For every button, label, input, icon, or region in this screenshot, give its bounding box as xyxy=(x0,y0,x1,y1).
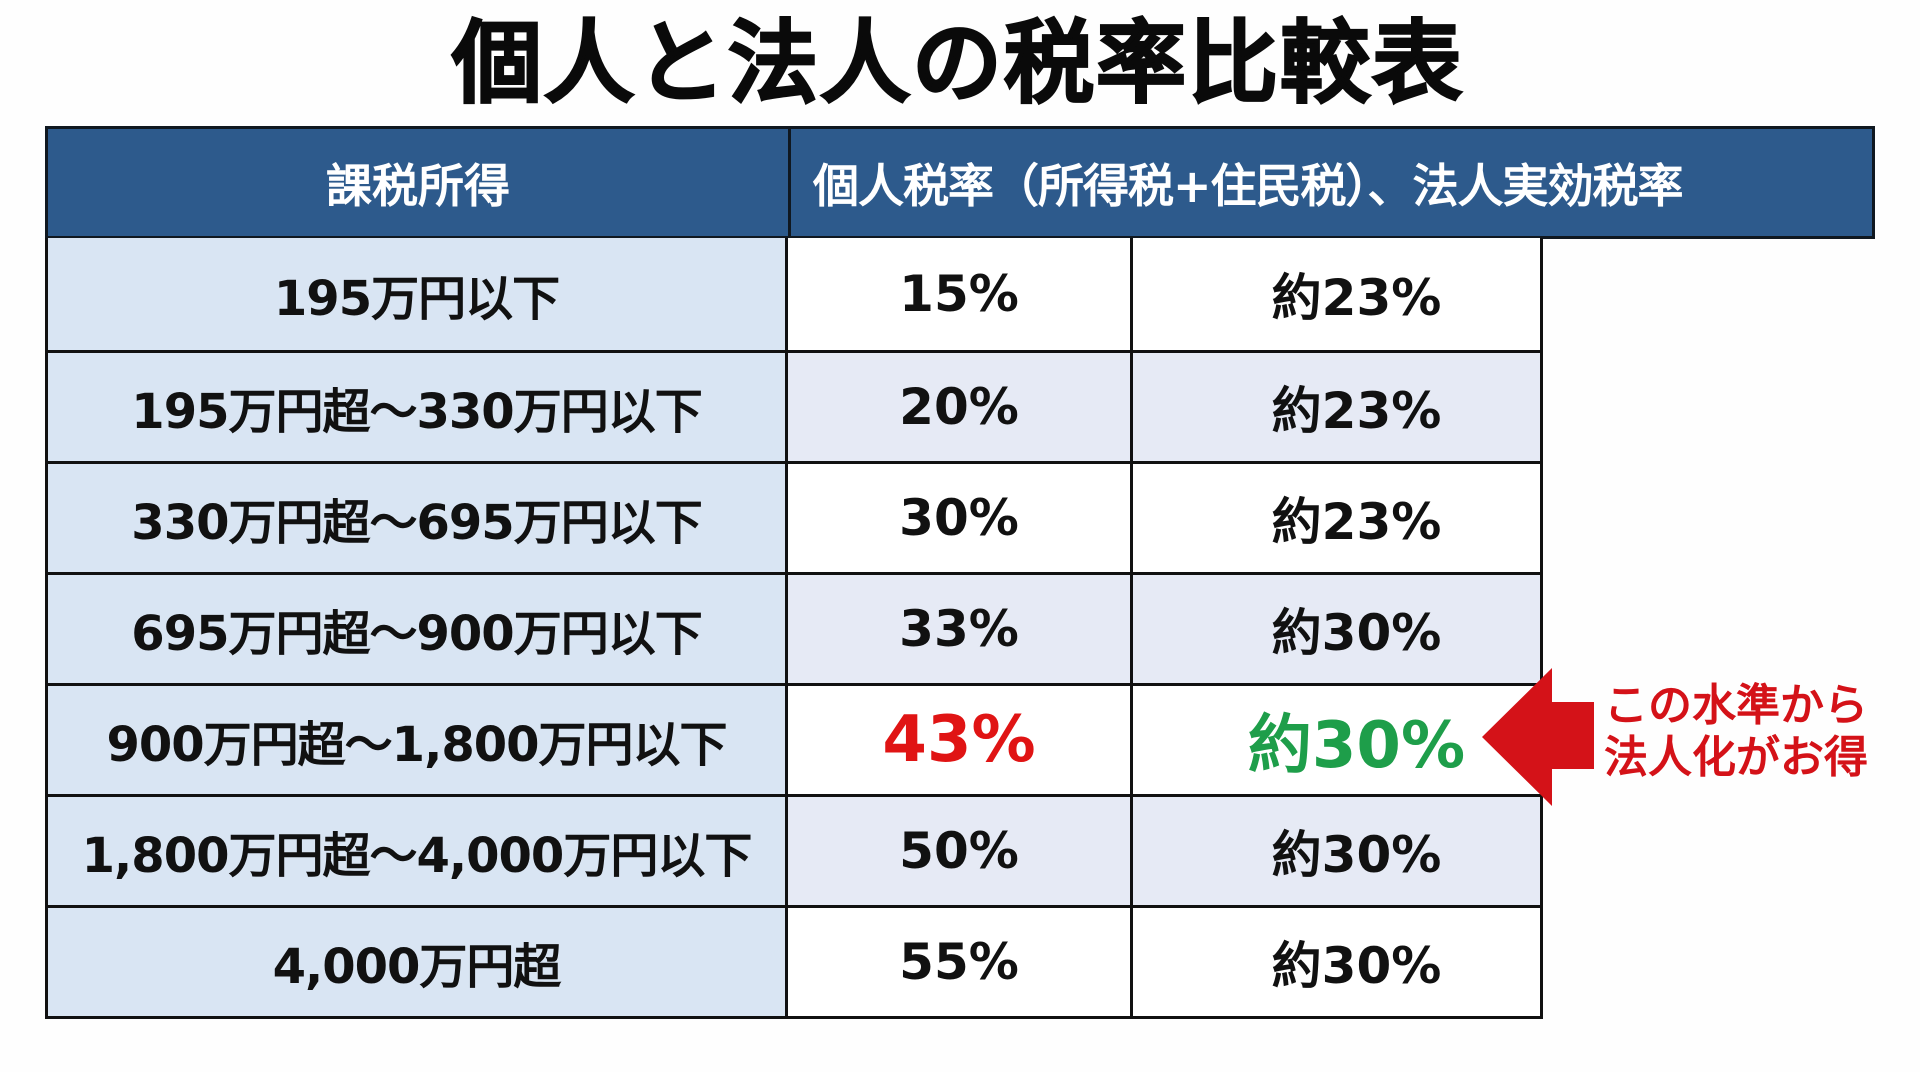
tax-rate-table: 195万円以下 15% 約23% 195万円超～330万円以下 20% 約23%… xyxy=(45,238,1543,1019)
income-bracket-cell: 195万円超～330万円以下 xyxy=(48,353,788,461)
personal-rate-cell: 30% xyxy=(788,464,1133,572)
income-bracket-cell: 4,000万円超 xyxy=(48,908,788,1016)
corporate-rate-cell: 約30% xyxy=(1133,575,1540,683)
arrow-left-icon xyxy=(1482,668,1594,806)
table-row: 330万円超～695万円以下 30% 約23% xyxy=(48,461,1540,572)
personal-rate-cell-highlighted: 43% xyxy=(788,686,1133,794)
table-row: 195万円超～330万円以下 20% 約23% xyxy=(48,350,1540,461)
corporate-rate-cell: 約30% xyxy=(1133,908,1540,1016)
header-tax-rates: 個人税率（所得税+住民税）、法人実効税率 xyxy=(813,158,1684,213)
personal-rate-cell: 15% xyxy=(788,238,1133,350)
table-row-highlighted: 900万円超～1,800万円以下 43% 約30% xyxy=(48,683,1540,794)
table-row: 1,800万円超～4,000万円以下 50% 約30% xyxy=(48,794,1540,905)
table-row: 195万円以下 15% 約23% xyxy=(48,238,1540,350)
callout-text: この水準から 法人化がお得 xyxy=(1604,680,1868,784)
corporate-rate-cell: 約23% xyxy=(1133,464,1540,572)
income-bracket-cell: 330万円超～695万円以下 xyxy=(48,464,788,572)
table-header: 課税所得 個人税率（所得税+住民税）、法人実効税率 xyxy=(45,126,1875,239)
income-bracket-cell: 900万円超～1,800万円以下 xyxy=(48,686,788,794)
corporate-rate-cell: 約23% xyxy=(1133,238,1540,350)
corporate-rate-cell: 約30% xyxy=(1133,797,1540,905)
corporate-rate-cell-highlighted: 約30% xyxy=(1133,686,1540,794)
callout-line-2: 法人化がお得 xyxy=(1604,732,1868,783)
table-row: 4,000万円超 55% 約30% xyxy=(48,905,1540,1016)
page-title: 個人と法人の税率比較表 xyxy=(451,11,1464,116)
income-bracket-cell: 695万円超～900万円以下 xyxy=(48,575,788,683)
income-bracket-cell: 195万円以下 xyxy=(48,238,788,350)
corporate-rate-cell: 約23% xyxy=(1133,353,1540,461)
header-divider xyxy=(788,129,791,236)
personal-rate-cell: 55% xyxy=(788,908,1133,1016)
personal-rate-cell: 50% xyxy=(788,797,1133,905)
table-row: 695万円超～900万円以下 33% 約30% xyxy=(48,572,1540,683)
header-taxable-income: 課税所得 xyxy=(326,158,510,213)
arrow-shape xyxy=(1482,668,1594,806)
personal-rate-cell: 20% xyxy=(788,353,1133,461)
callout-line-1: この水準から xyxy=(1604,680,1868,731)
personal-rate-cell: 33% xyxy=(788,575,1133,683)
income-bracket-cell: 1,800万円超～4,000万円以下 xyxy=(48,797,788,905)
